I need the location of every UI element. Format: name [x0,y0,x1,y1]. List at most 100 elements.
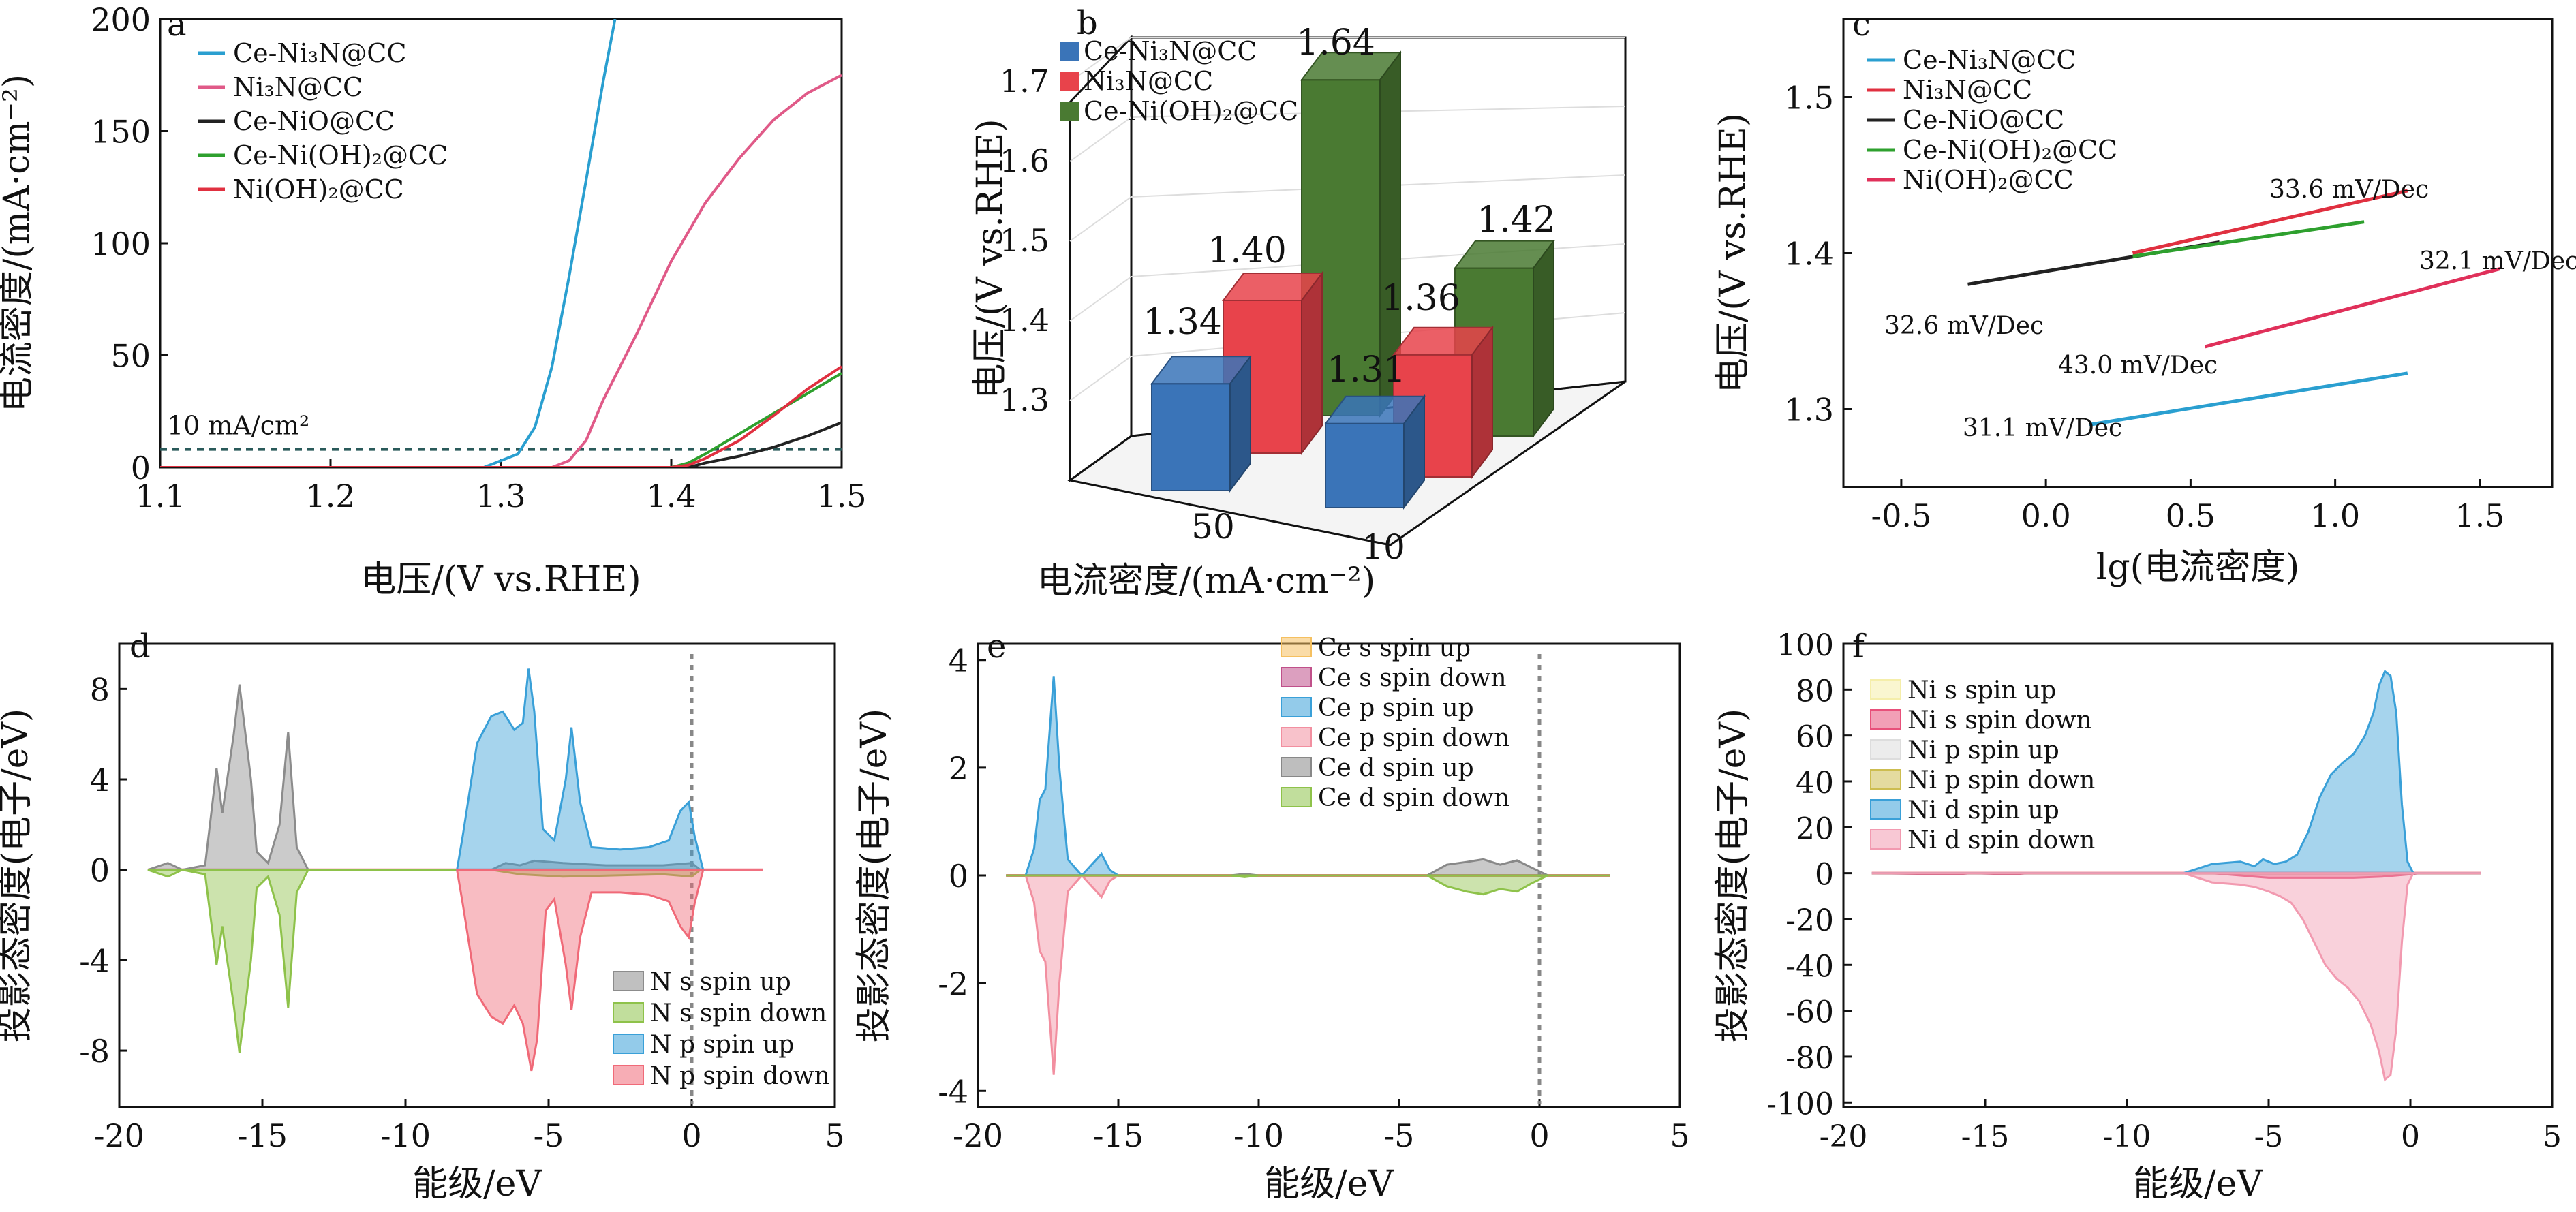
y-tick-label: 60 [1796,720,1834,755]
x-tick-label: -15 [1961,1119,2010,1154]
x-tick-label: 1.0 [2310,497,2360,534]
y-tick-label: 4 [90,762,110,798]
legend-label: Ce-Ni₃N@CC [233,38,406,68]
slope-annotation: 32.1 mV/Dec [2419,247,2576,275]
bar-front [1325,422,1405,508]
x-tick-label: 1.5 [816,478,866,514]
slope-annotation: 43.0 mV/Dec [2058,352,2218,379]
slope-annotation: 32.6 mV/Dec [1884,312,2044,340]
legend-label: Ce d spin up [1318,754,1474,782]
bar-side [1471,325,1493,479]
y-tick-label: -80 [1785,1041,1834,1076]
y-tick-label: -100 [1766,1087,1834,1121]
panel-b: 1.3 1.4 1.5 1.6 1.7 b 电压/(V vs.RHE) 电流密度/(mA·cm… [970,4,1627,602]
y-tick-label: 1.6 [1000,142,1049,179]
x-tick-label: 5 [1670,1117,1689,1154]
legend-label: N p spin up [650,1031,794,1059]
legend-swatch [1870,709,1901,730]
legend-label: Ni s spin down [1907,706,2092,734]
legend-swatch [1281,757,1312,777]
slope-annotation: 33.6 mV/Dec [2269,176,2429,204]
x-tick-label: 5 [825,1117,844,1154]
category-label: 10 [1362,527,1405,567]
x-tick-label: -10 [380,1117,431,1154]
y-tick-label: -8 [79,1033,110,1070]
x-tick-label: -0.5 [1871,497,1932,534]
legend-swatch [1281,697,1312,717]
y-tick-label: 1.4 [1000,302,1049,339]
reference-line-label: 10 mA/cm² [167,411,309,441]
legend-label: Ce-NiO@CC [1903,105,2064,135]
y-axis-label: 电流密度/(mA·cm⁻²) [0,74,37,412]
y-tick-label: -60 [1785,995,1834,1030]
x-tick-label: 1.4 [646,478,696,514]
y-tick-label: 1.4 [1784,236,1834,273]
x-axis-label: 电流密度/(mA·cm⁻²) [1037,561,1375,602]
y-tick-label: -4 [79,942,110,979]
x-tick-label: -15 [1093,1117,1144,1154]
legend-label: Ni₃N@CC [233,72,363,102]
x-tick-label: 0.5 [2166,497,2215,534]
series-line [2089,371,2408,426]
y-tick-label: 1.5 [1784,80,1834,116]
legend-label: N s spin down [650,999,827,1027]
panel-label: f [1852,627,1867,666]
legend-label: Ce-NiO@CC [233,106,395,136]
y-tick-label: -4 [938,1073,968,1110]
axes-frame [118,642,836,1108]
series-area [1871,872,2481,1082]
bar-side [1533,238,1554,438]
legend-swatch [1281,667,1312,687]
x-tick-label: 1.1 [135,478,185,514]
x-axis-label: 电压/(V vs.RHE) [361,559,641,600]
y-axis-label: 电压/(V vs.RHE) [1713,113,1753,393]
legend-label: Ni p spin up [1907,736,2059,764]
panel-c: -0.5 0.0 0.5 1.0 1.5 1.3 1.4 1.5 lg(电流密度) 电压/(V v… [1713,5,2576,588]
legend-label: Ce d spin down [1318,784,1509,812]
series-area [455,869,705,1072]
x-tick-label: -5 [1384,1117,1415,1154]
legend-swatch [1870,679,1901,700]
y-tick-label: 100 [1777,628,1834,663]
y-tick-label: 2 [949,750,968,787]
x-tick-label: -5 [534,1117,564,1154]
x-tick-label: -10 [1233,1117,1284,1154]
slope-annotation: 31.1 mV/Dec [1963,414,2122,442]
legend-swatch [613,971,644,991]
legend-label: Ni d spin down [1907,826,2095,854]
series-line [160,421,842,467]
y-tick-label: 1.7 [1000,63,1049,99]
y-tick-label: 0 [131,450,151,486]
series-area [1006,873,1610,1075]
series-area [1006,874,1610,896]
legend-swatch [1870,769,1901,790]
y-tick-label: 8 [90,671,110,708]
bar-side [1229,354,1251,493]
x-tick-label: 0 [2401,1119,2420,1154]
series-line [2132,220,2365,258]
legend-swatch [1281,727,1312,747]
y-tick-label: 1.3 [1000,382,1049,418]
y-axis-label: 投影态密度(电子/eV) [1713,709,1753,1042]
category-label: 50 [1191,507,1235,546]
legend-label: Ni(OH)₂@CC [233,174,404,204]
series-area [1006,858,1610,877]
y-tick-label: 200 [91,1,151,38]
gridline [1069,196,1132,242]
bar-value-label: 1.31 [1327,349,1406,390]
legend-swatch [1870,829,1901,850]
bar-side [1301,271,1323,455]
legend-label: Ce p spin up [1318,694,1474,722]
gridline [1069,37,1132,82]
bar-value-label: 1.36 [1381,278,1460,319]
series-line [160,365,842,467]
legend-label: Ce-Ni(OH)₂@CC [1084,96,1298,126]
legend-label: Ce-Ni(OH)₂@CC [1903,135,2117,165]
legend-label: N s spin up [650,968,791,996]
y-tick-label: 100 [91,226,151,262]
legend-label: Ce s spin down [1318,664,1507,692]
panel-a: 1.1 1.2 1.3 1.4 1.5 0 50 100 150 200 电压/(V vs.RHE)… [0,1,867,600]
panel-label: b [1077,4,1098,42]
y-tick-label: -2 [938,965,968,1002]
